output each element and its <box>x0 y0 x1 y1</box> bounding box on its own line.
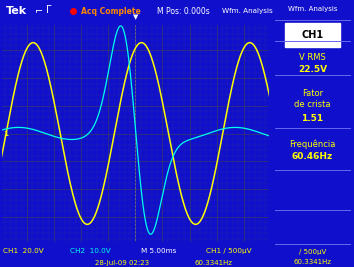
Text: CH1 ∕ 500μV: CH1 ∕ 500μV <box>206 248 251 254</box>
Text: 1.51: 1.51 <box>301 113 324 123</box>
Text: 22.5V: 22.5V <box>298 65 327 74</box>
Text: ⌐: ⌐ <box>35 5 43 15</box>
Text: ∕ 500μV: ∕ 500μV <box>299 249 326 255</box>
Text: Tek: Tek <box>5 6 27 16</box>
FancyBboxPatch shape <box>285 23 340 47</box>
Text: 28-Jul-09 02:23: 28-Jul-09 02:23 <box>95 260 149 266</box>
Text: 60.46Hz: 60.46Hz <box>292 152 333 161</box>
Text: Wfm. Analysis: Wfm. Analysis <box>288 6 337 12</box>
Text: de crista: de crista <box>294 100 331 109</box>
Text: Γ: Γ <box>46 5 52 15</box>
Text: 60.3341Hz: 60.3341Hz <box>293 259 331 265</box>
Text: Origem: Origem <box>297 26 328 35</box>
Text: M 5.00ms: M 5.00ms <box>141 248 176 254</box>
Text: ▼: ▼ <box>133 14 138 21</box>
Text: CH1  20.0V: CH1 20.0V <box>3 248 44 254</box>
Text: 60.3341Hz: 60.3341Hz <box>195 260 233 266</box>
Text: 1: 1 <box>3 131 8 136</box>
Text: Wfm. Analysis: Wfm. Analysis <box>222 8 273 14</box>
Text: Acq Complete: Acq Complete <box>81 7 141 16</box>
Text: M Pos: 0.000s: M Pos: 0.000s <box>157 7 210 16</box>
Bar <box>0 23 271 244</box>
Text: V RMS: V RMS <box>299 53 326 62</box>
Text: Fator: Fator <box>302 89 323 98</box>
Text: Frequência: Frequência <box>289 139 336 149</box>
Text: CH1: CH1 <box>301 30 324 40</box>
Text: CH2  10.0V: CH2 10.0V <box>70 248 111 254</box>
